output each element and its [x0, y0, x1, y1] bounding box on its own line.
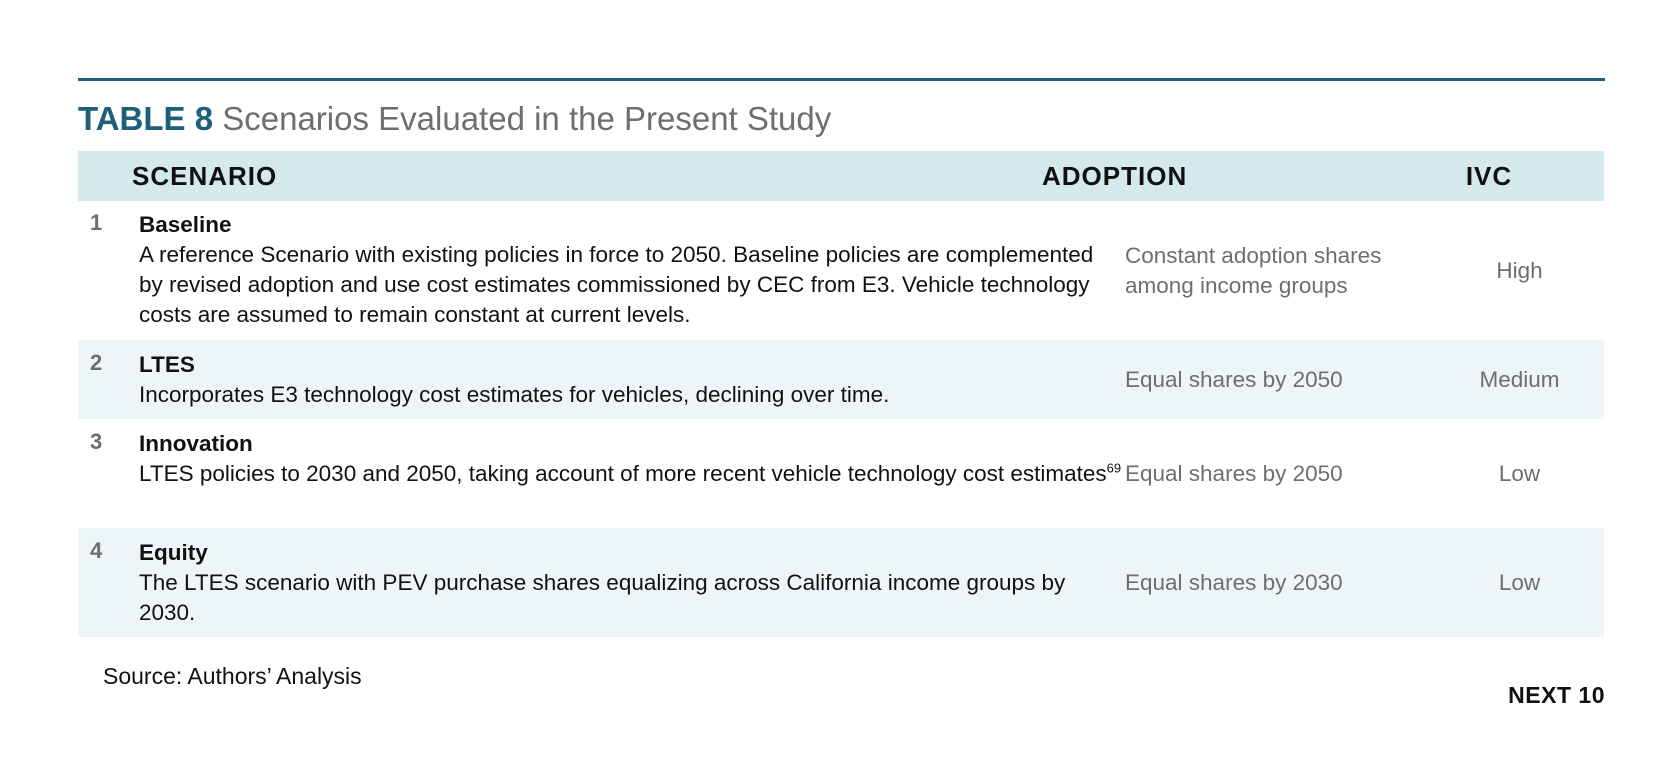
- ivc-cell: Medium: [1479, 366, 1560, 392]
- scenario-description: A reference Scenario with existing polic…: [139, 242, 1094, 327]
- scenario-description: Incorporates E3 technology cost estimate…: [139, 382, 890, 407]
- table-row: 4 Equity The LTES scenario with PEV purc…: [78, 528, 1604, 637]
- adoption-cell: Equal shares by 2050: [1125, 460, 1343, 486]
- header-adoption: ADOPTION: [1042, 160, 1188, 191]
- scenario-description-wrap: LTES policies to 2030 and 2050, taking a…: [139, 459, 1123, 489]
- adoption-cell: Equal shares by 2030: [1125, 569, 1343, 595]
- row-number: 1: [90, 210, 103, 235]
- table-row: 3 Innovation LTES policies to 2030 and 2…: [78, 419, 1604, 528]
- document-page: TABLE 8 Scenarios Evaluated in the Prese…: [78, 78, 1605, 637]
- header-scenario: SCENARIO: [132, 160, 278, 191]
- brand-footer: NEXT 10: [1508, 682, 1605, 708]
- adoption-cell: Equal shares by 2050: [1125, 366, 1343, 392]
- table-row: 1 Baseline A reference Scenario with exi…: [78, 201, 1604, 340]
- scenario-cell: Baseline A reference Scenario with exist…: [139, 201, 1123, 340]
- footnote-ref[interactable]: 69: [1106, 460, 1122, 476]
- scenario-description: LTES policies to 2030 and 2050, taking a…: [139, 461, 1107, 486]
- ivc-cell: Low: [1498, 569, 1541, 595]
- scenario-cell: Innovation LTES policies to 2030 and 205…: [139, 419, 1123, 528]
- ivc-cell: High: [1496, 257, 1543, 283]
- scenario-cell: LTES Incorporates E3 technology cost est…: [139, 340, 1123, 419]
- top-rule: [78, 78, 1605, 81]
- scenario-name: Innovation: [139, 431, 253, 456]
- scenario-name: Equity: [139, 540, 208, 565]
- row-number: 3: [90, 429, 103, 454]
- source-note: Source: Authors’ Analysis: [103, 663, 362, 689]
- table-row: 2 LTES Incorporates E3 technology cost e…: [78, 340, 1604, 419]
- table-header-row: SCENARIO ADOPTION IVC: [78, 151, 1604, 201]
- ivc-cell: Low: [1498, 460, 1541, 486]
- scenarios-table: SCENARIO ADOPTION IVC 1 Baseline A refer…: [78, 151, 1604, 637]
- scenario-description: The LTES scenario with PEV purchase shar…: [139, 570, 1066, 625]
- table-label: TABLE 8: [78, 100, 214, 137]
- adoption-cell: Constant adoption shares among income gr…: [1125, 242, 1382, 298]
- scenario-name: LTES: [139, 352, 195, 377]
- table-title: TABLE 8 Scenarios Evaluated in the Prese…: [78, 99, 1605, 139]
- row-number: 4: [90, 538, 103, 563]
- scenario-cell: Equity The LTES scenario with PEV purcha…: [139, 528, 1123, 637]
- scenario-name: Baseline: [139, 212, 232, 237]
- header-ivc: IVC: [1465, 160, 1513, 191]
- table-title-text: Scenarios Evaluated in the Present Study: [222, 100, 832, 137]
- row-number: 2: [90, 350, 103, 375]
